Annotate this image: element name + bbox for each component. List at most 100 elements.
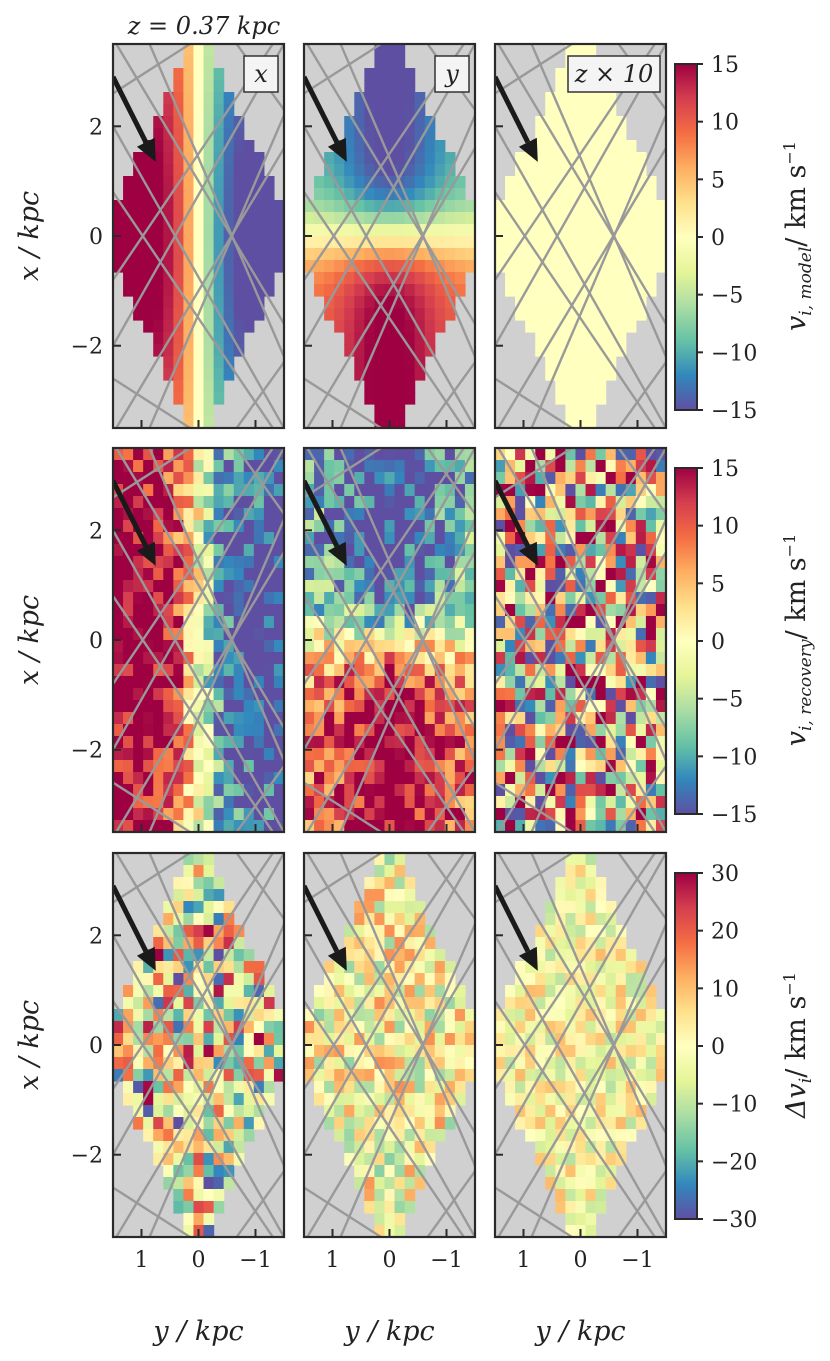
heatmap-cell [263,212,275,225]
heatmap-cell [143,784,154,797]
heatmap-cell [263,1069,275,1082]
heatmap-cell [314,820,325,832]
heatmap-cell [424,820,436,832]
heatmap-cell [384,496,396,509]
heatmap-cell [203,224,215,237]
heatmap-cell [203,808,215,821]
heatmap-cell [565,985,577,998]
heatmap-cell [354,1165,365,1178]
heatmap-cell [535,1153,546,1166]
heatmap-cell [454,712,466,725]
heatmap-cell [565,152,577,165]
heatmap-cell [404,1189,416,1202]
heatmap-cell [434,1021,446,1034]
heatmap-cell [133,616,144,629]
heatmap-cell [344,1033,355,1046]
heatmap-cell [324,284,335,297]
heatmap-cell [394,368,406,381]
heatmap-cell [233,484,245,497]
heatmap-cell [535,248,546,261]
heatmap-cell [324,760,335,773]
heatmap-cell [384,224,396,237]
heatmap-cell [384,604,396,617]
heatmap-cell [314,472,325,485]
heatmap-cell [394,1201,406,1214]
heatmap-cell [565,544,577,557]
heatmap-cell [424,1045,436,1058]
heatmap-cell [404,380,416,393]
heatmap-cell [263,472,275,485]
heatmap-cell [354,520,365,533]
heatmap-cell [434,296,446,309]
heatmap-cell [183,997,195,1010]
heatmap-cell [585,1129,597,1142]
heatmap-cell [565,877,577,890]
heatmap-cell [253,1033,265,1046]
heatmap-cell [505,604,516,617]
heatmap-cell [334,508,345,521]
heatmap-cell [424,128,436,141]
heatmap-cell [324,784,335,797]
heatmap-cell [655,224,666,237]
heatmap-cell [424,580,436,593]
heatmap-cell [585,308,597,321]
heatmap-cell [314,200,325,213]
heatmap-cell [344,532,355,545]
heatmap-cell [535,484,546,497]
heatmap-cell [183,460,195,473]
heatmap-cell [203,236,215,249]
heatmap-cell [324,460,335,473]
heatmap-cell [173,796,185,809]
heatmap-cell [364,664,376,677]
heatmap-cell [113,700,124,713]
heatmap-cell [394,308,406,321]
heatmap-cell [243,985,255,998]
heatmap-cell [525,1093,536,1106]
heatmap-cell [163,448,174,461]
heatmap-cell [223,1141,235,1154]
heatmap-cell [575,568,587,581]
heatmap-cell [263,272,275,285]
heatmap-cell [334,700,345,713]
heatmap-cell [163,344,174,357]
heatmap-cell [565,472,577,485]
heatmap-cell [505,188,516,201]
heatmap-cell [585,961,597,974]
panel-difference-1 [304,853,475,1237]
heatmap-cell [394,260,406,273]
heatmap-cell [183,392,195,405]
heatmap-cell [223,973,235,986]
heatmap-cell [203,188,215,201]
heatmap-cell [545,104,556,117]
heatmap-cell [545,616,556,629]
heatmap-cell [354,368,365,381]
heatmap-cell [334,200,345,213]
heatmap-cell [655,1057,666,1070]
heatmap-cell [635,1045,647,1058]
heatmap-cell [203,736,215,749]
heatmap-cell [585,332,597,345]
heatmap-cell [233,332,245,345]
heatmap-cell [404,1105,416,1118]
heatmap-cell [273,580,284,593]
heatmap-cell [123,188,134,201]
heatmap-cell [263,484,275,497]
heatmap-cell [123,985,134,998]
heatmap-cell [605,961,617,974]
heatmap-cell [555,808,567,821]
heatmap-cell [545,796,556,809]
heatmap-cell [193,380,205,393]
heatmap-cell [515,460,526,473]
heatmap-cell [133,985,144,998]
heatmap-cell [173,472,185,485]
heatmap-cell [515,1021,526,1034]
heatmap-cell [454,1081,466,1094]
heatmap-cell [233,937,245,950]
heatmap-cell [304,212,315,225]
heatmap-cell [495,460,506,473]
heatmap-cell [625,308,637,321]
heatmap-cell [565,1021,577,1034]
heatmap-cell [143,592,154,605]
heatmap-cell [153,796,164,809]
heatmap-cell [153,128,164,141]
